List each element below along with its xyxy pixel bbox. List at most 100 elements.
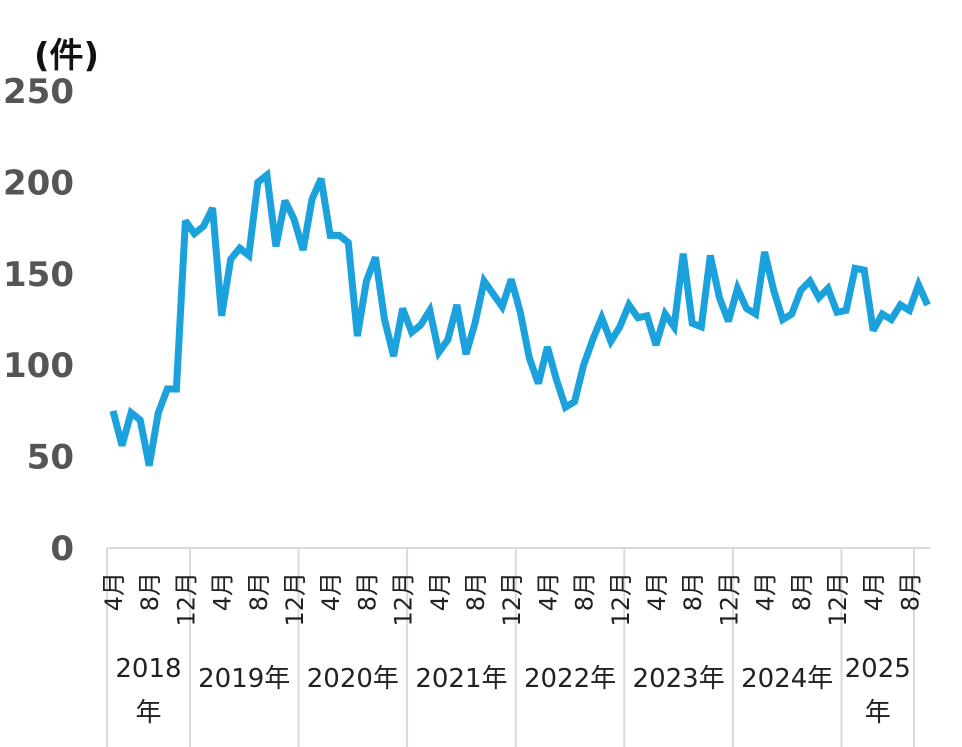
month-tick-label: 4月	[426, 572, 454, 611]
month-tick-label: 4月	[100, 572, 128, 611]
data-point	[310, 196, 315, 201]
month-tick-label: 4月	[534, 572, 562, 611]
month-tick-label: 4月	[209, 572, 237, 611]
month-tick-label: 8月	[353, 572, 381, 611]
data-point	[871, 328, 876, 333]
plot-area	[109, 168, 931, 468]
data-point	[418, 323, 423, 328]
x-axis: 2018 年 2019年 2020年 2021年 2022年 2023年 2024年 2025 年…	[100, 547, 931, 747]
data-point	[482, 279, 487, 284]
data-point	[780, 317, 785, 322]
data-point	[264, 173, 269, 178]
data-point	[762, 249, 767, 254]
data-point	[174, 387, 179, 392]
data-point	[554, 377, 559, 382]
month-tick-label: 12月	[824, 572, 852, 627]
month-tick-label: 8月	[245, 572, 273, 611]
year-label: 2024年	[741, 664, 833, 694]
year-label: 2021年	[415, 664, 507, 694]
data-point	[228, 257, 233, 262]
data-point	[789, 312, 794, 317]
data-point	[717, 295, 722, 300]
data-point	[500, 304, 505, 309]
data-point	[907, 308, 912, 313]
year-label: 2020年	[307, 664, 399, 694]
data-point	[219, 313, 224, 318]
data-point	[255, 180, 260, 185]
y-axis: 0 50 100 150 200 250	[3, 72, 74, 569]
data-point	[545, 344, 550, 349]
y-tick-label: 100	[3, 346, 74, 386]
data-point	[192, 231, 197, 236]
month-tick-label: 4月	[860, 572, 888, 611]
month-tick-label: 12月	[281, 572, 309, 627]
month-tick-label: 4月	[317, 572, 345, 611]
month-tick-label: 12月	[390, 572, 418, 627]
month-tick-label: 12月	[607, 572, 635, 627]
data-point	[337, 233, 342, 238]
data-point	[391, 354, 396, 359]
data-point	[753, 312, 758, 317]
month-tick-label: 8月	[462, 572, 490, 611]
y-tick-label: 50	[27, 438, 74, 478]
data-point	[527, 355, 532, 360]
data-point	[835, 310, 840, 315]
data-point	[654, 343, 659, 348]
month-tick-label: 12月	[715, 572, 743, 627]
data-point	[672, 324, 677, 329]
data-point	[382, 317, 387, 322]
data-point	[427, 308, 432, 313]
data-point	[708, 253, 713, 258]
data-point	[635, 315, 640, 320]
month-tick-label: 8月	[679, 572, 707, 611]
data-point	[454, 302, 459, 307]
month-tick-label: 4月	[643, 572, 671, 611]
y-tick-label: 150	[3, 255, 74, 295]
series-line	[109, 168, 931, 467]
data-point	[681, 251, 686, 256]
data-point	[445, 337, 450, 342]
data-point	[771, 288, 776, 293]
data-point	[645, 313, 650, 318]
data-point	[581, 363, 586, 368]
data-point	[283, 198, 288, 203]
data-point	[690, 321, 695, 326]
month-tick-label: 8月	[571, 572, 599, 611]
data-point	[301, 248, 306, 253]
month-tick-label: 8月	[788, 572, 816, 611]
data-point	[147, 463, 152, 468]
data-point	[898, 302, 903, 307]
data-point	[663, 312, 668, 317]
data-point	[409, 330, 414, 335]
data-point	[464, 352, 469, 357]
data-point	[735, 286, 740, 291]
data-point	[400, 306, 405, 311]
data-point	[237, 246, 242, 251]
data-point	[925, 302, 930, 307]
data-point	[273, 244, 278, 249]
data-point	[120, 443, 125, 448]
data-point	[210, 206, 215, 211]
year-label: 2022年	[524, 664, 616, 694]
month-tick-label: 8月	[136, 572, 164, 611]
data-point	[138, 418, 143, 423]
data-point	[183, 218, 188, 223]
data-point	[626, 302, 631, 307]
data-point	[563, 405, 568, 410]
data-point	[590, 337, 595, 342]
month-tick-label: 12月	[498, 572, 526, 627]
y-tick-label: 0	[50, 529, 74, 569]
y-tick-label: 200	[3, 163, 74, 203]
data-point	[699, 324, 704, 329]
data-point	[373, 255, 378, 260]
data-point	[744, 306, 749, 311]
data-point	[491, 291, 496, 296]
data-point	[292, 217, 297, 222]
data-point	[165, 387, 170, 392]
year-label: 2018 年	[115, 654, 181, 728]
data-point	[364, 279, 369, 284]
data-point	[844, 308, 849, 313]
data-point	[156, 410, 161, 415]
data-point	[826, 286, 831, 291]
